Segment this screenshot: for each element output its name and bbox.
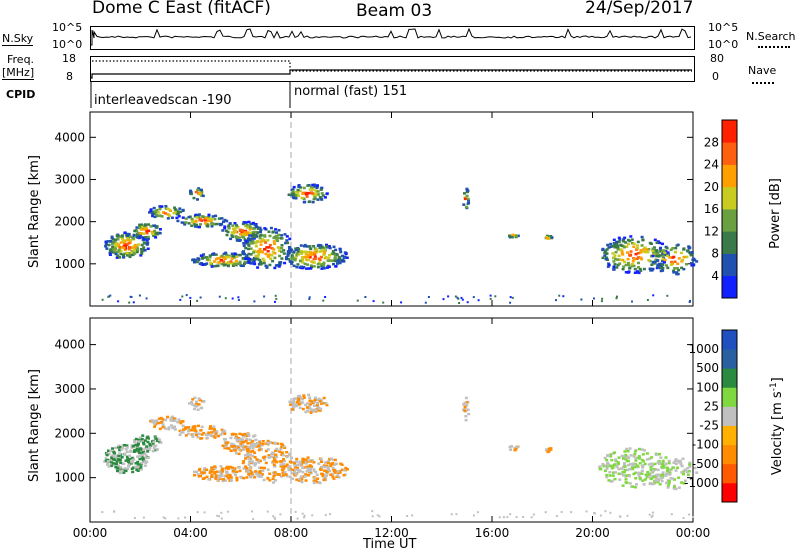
power-colorbar-band: [722, 209, 737, 232]
plot-title: Dome C East (fitACF): [92, 0, 271, 18]
cpid-normal-text: normal (fast) 151: [294, 84, 408, 99]
power-colorbar-tick: 20: [704, 180, 719, 194]
noise-tick-bottom-left: 10^0: [52, 38, 83, 51]
power-colorbar-tick: 24: [704, 158, 719, 172]
nsearch-dotted-legend: [758, 46, 790, 48]
velocity-colorbar-band: [722, 387, 737, 407]
velocity-colorbar-band: [722, 482, 737, 503]
noise-tick-top-right: 10^5: [708, 21, 739, 34]
freq-unit-label: [MHz]: [2, 66, 35, 80]
noise-tick-top-left: 10^5: [52, 21, 83, 34]
velocity-colorbar-band: [722, 368, 737, 388]
power-ytick-label: 4000: [54, 130, 85, 144]
nave-trace: [92, 60, 692, 72]
cpid-label: CPID: [6, 88, 36, 101]
velocity-colorbar-band: [722, 463, 737, 484]
freq-label: Freq.: [7, 53, 35, 66]
velocity-ytick-label: 2000: [54, 426, 85, 440]
power-colorbar-frame: [721, 119, 738, 299]
velocity-plot-area: [89, 317, 694, 523]
power-colorbar-tick: 28: [704, 135, 719, 149]
power-colorbar-band: [722, 275, 737, 299]
freq-tick-top: 18: [62, 52, 76, 65]
freq-tick-bottom: 8: [66, 70, 73, 83]
power-ytick-label: 2000: [54, 215, 85, 229]
date-label: 24/Sep/2017: [585, 0, 694, 18]
power-colorbar-band: [722, 253, 737, 277]
velocity-colorbar-tick: -25: [699, 419, 719, 433]
nave-label: Nave: [748, 64, 777, 77]
beam-label: Beam 03: [356, 1, 433, 21]
velocity-colorbar-band: [722, 330, 737, 350]
time-tick-label: 16:00: [475, 526, 510, 540]
velocity-colorbar-band: [722, 406, 737, 426]
power-plot-area: [89, 111, 694, 307]
velocity-ytick-label: 1000: [54, 471, 85, 485]
power-colorbar-tick: 8: [711, 247, 719, 261]
nsearch-label: N.Search: [746, 30, 796, 43]
power-colorbar-band: [722, 186, 737, 210]
nsky-label: N.Sky: [2, 32, 34, 46]
velocity-colorbar-tick: 500: [696, 361, 719, 375]
noise-panel: [90, 26, 695, 50]
velocity-colorbar-band: [722, 425, 737, 446]
power-colorbar-tick: 16: [704, 202, 719, 216]
time-tick-label: 04:00: [173, 526, 208, 540]
time-tick-label: 12:00: [374, 526, 409, 540]
velocity-colorbar-band: [722, 444, 737, 465]
time-tick-label: 20:00: [575, 526, 610, 540]
velocity-ytick-label: 3000: [54, 382, 85, 396]
power-colorbar-band: [722, 164, 737, 188]
velocity-colorbar-frame: [721, 329, 738, 503]
velocity-colorbar-tick: 25: [704, 399, 719, 413]
power-ytick-label: 1000: [54, 257, 85, 271]
time-tick-label: 00:00: [676, 526, 711, 540]
noise-trace: [90, 27, 692, 46]
velocity-colorbar-tick: 100: [696, 380, 719, 394]
velocity-colorbar-band: [722, 349, 737, 369]
nave-dotted-legend: [752, 82, 774, 84]
nave-tick-top: 80: [710, 52, 724, 65]
velocity-colorbar-tick: -500: [692, 457, 719, 471]
cpid-interleaved-text: interleavedscan -190: [94, 93, 232, 108]
power-echo-field: [101, 183, 699, 304]
velocity-colorbar-tick: -1000: [684, 476, 719, 490]
power-colorbar-tick: 12: [704, 224, 719, 238]
nave-tick-bottom: 0: [712, 70, 719, 83]
time-tick-label: 00:00: [73, 526, 108, 540]
power-colorbar-band: [722, 120, 737, 143]
velocity-ytick-label: 4000: [54, 338, 85, 352]
velocity-colorbar-tick: 1000: [688, 342, 719, 356]
freq-nave-panel: [90, 56, 695, 82]
velocity-echo-field: [101, 393, 699, 520]
power-colorbar-band: [722, 142, 737, 165]
velocity-colorbar-tick: -100: [692, 438, 719, 452]
power-colorbar-band: [722, 231, 737, 254]
noise-tick-bottom-right: 10^0: [708, 38, 739, 51]
freq-trace: [90, 69, 692, 79]
power-colorbar-tick: 4: [711, 269, 719, 283]
power-ytick-label: 3000: [54, 172, 85, 186]
time-tick-label: 08:00: [274, 526, 309, 540]
time-axis-label: Time UT: [363, 537, 417, 552]
